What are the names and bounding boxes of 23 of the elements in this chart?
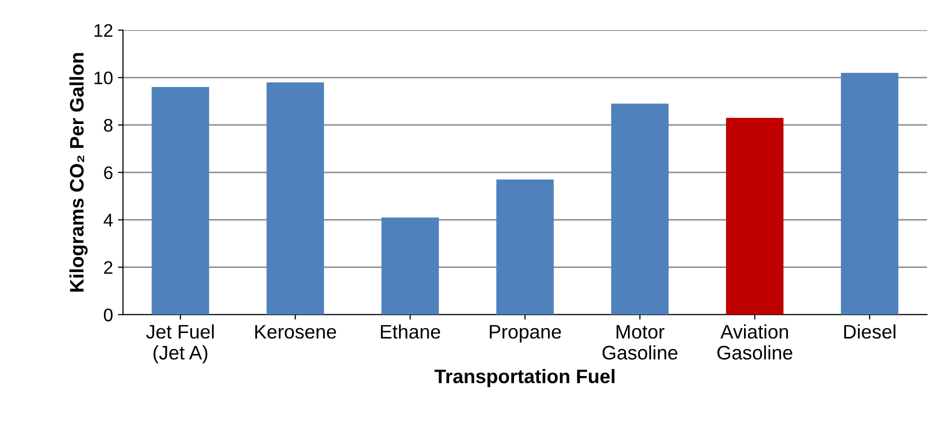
y-tick-label: 8 xyxy=(104,118,112,132)
y-tick-label: 12 xyxy=(94,24,112,37)
x-tick-label: Ethane xyxy=(380,324,440,339)
x-tick-label: Jet Fuel (Jet A) xyxy=(146,324,214,364)
bar xyxy=(611,104,669,315)
x-tick-label: Motor Gasoline xyxy=(602,325,678,360)
y-tick-label: 6 xyxy=(104,166,112,180)
bar xyxy=(840,72,898,315)
x-axis-title: Transportation Fuel xyxy=(434,368,614,388)
bar xyxy=(381,217,439,315)
y-tick-label: 10 xyxy=(94,72,113,84)
bar xyxy=(266,82,324,315)
y-tick-label: 0 xyxy=(104,308,113,322)
y-axis-title: Kilograms CO₂ Per Gallon xyxy=(69,53,88,292)
bar xyxy=(726,118,784,315)
x-tick-label: Diesel xyxy=(844,324,896,339)
x-tick-label: Aviation Gasoline xyxy=(717,324,792,360)
x-tick-label: Propane xyxy=(490,325,561,342)
x-tick-label: Kerosene xyxy=(255,325,336,339)
bar xyxy=(496,180,554,315)
y-tick-label: 4 xyxy=(104,214,113,226)
y-tick-label: 2 xyxy=(104,261,112,274)
bar xyxy=(152,87,210,315)
